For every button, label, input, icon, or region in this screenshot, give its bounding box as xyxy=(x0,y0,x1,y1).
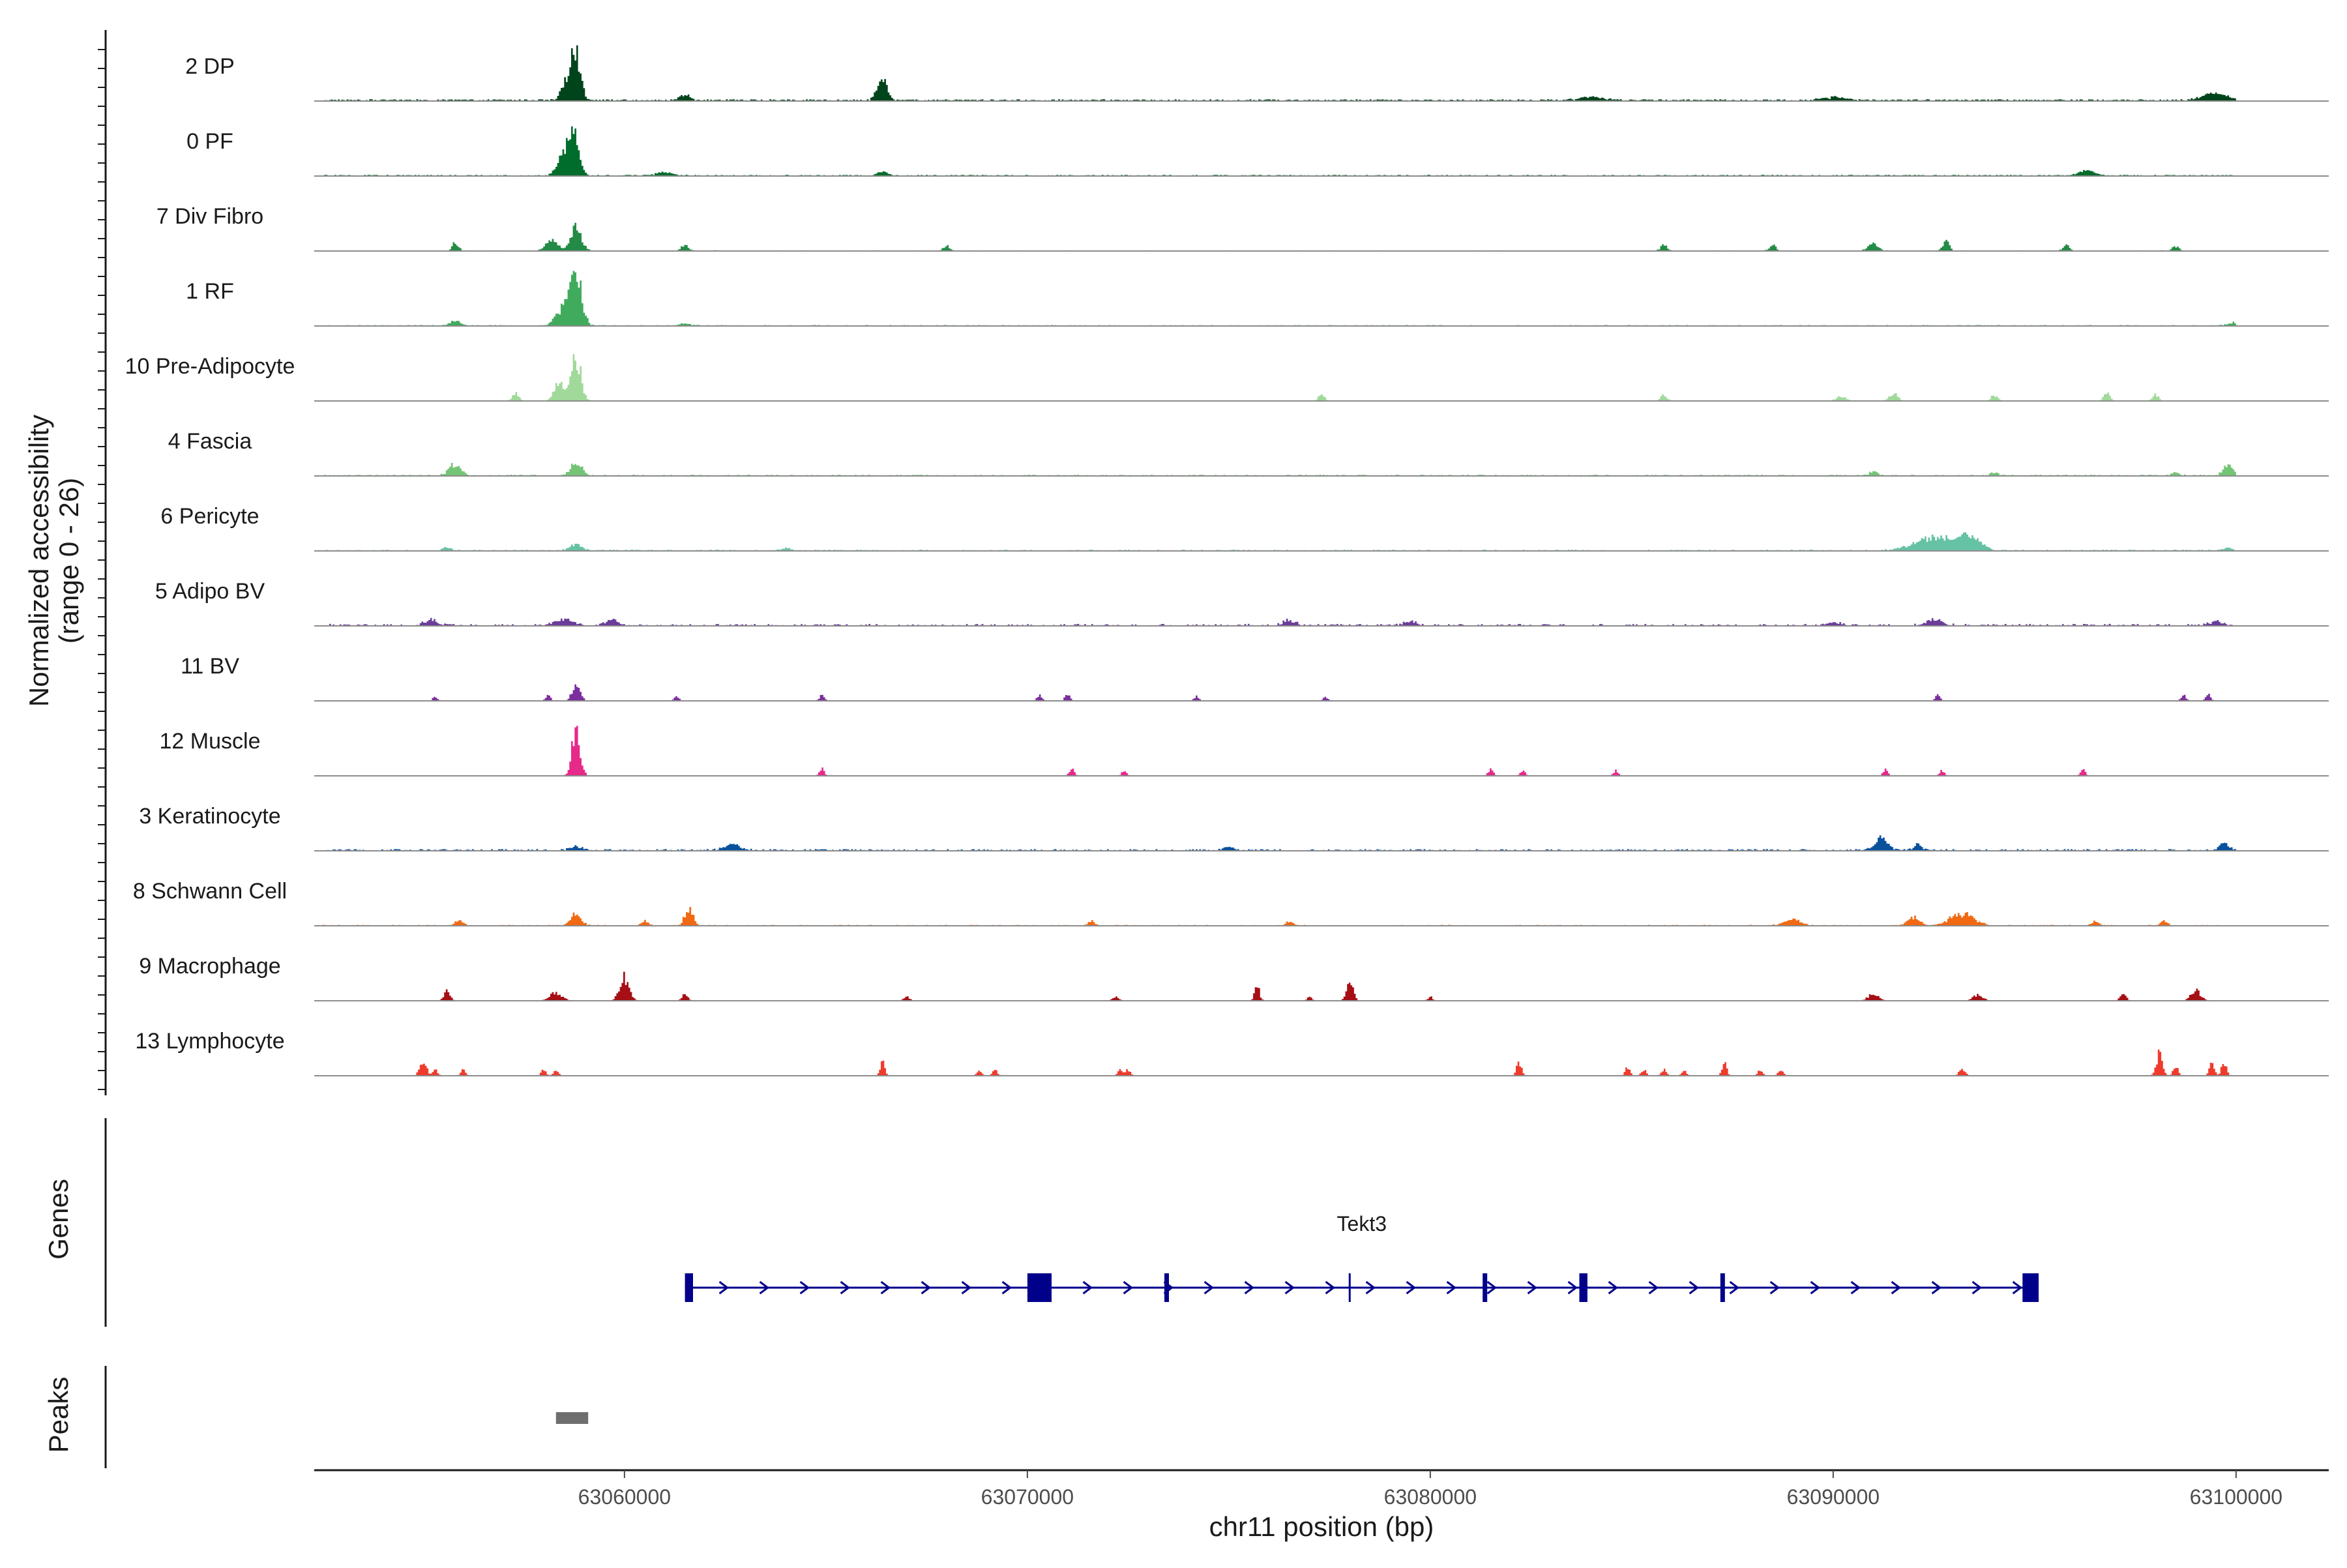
coverage-area xyxy=(322,354,2236,401)
exon xyxy=(1164,1273,1169,1302)
track-label: 13 Lymphocyte xyxy=(135,1029,284,1054)
track-9-macrophage: 9 Macrophage xyxy=(139,954,2329,1001)
track-label: 4 Fascia xyxy=(168,429,252,454)
y-axis xyxy=(98,30,107,1468)
peak-annotation xyxy=(555,1412,589,1424)
strand-arrow xyxy=(759,1280,770,1295)
exon xyxy=(685,1273,693,1302)
track-4-fascia: 4 Fascia xyxy=(168,429,2329,477)
exon xyxy=(1579,1273,1587,1302)
strand-arrow xyxy=(840,1280,851,1295)
strand-arrow xyxy=(2012,1280,2023,1295)
strand-arrow xyxy=(1608,1280,1619,1295)
track-label: 7 Div Fibro xyxy=(156,204,263,229)
y-axis-title-line2: (range 0 - 26) xyxy=(53,478,84,643)
track-label: 5 Adipo BV xyxy=(155,579,265,604)
track-11-bv: 11 BV xyxy=(181,654,2329,702)
strand-arrow xyxy=(1689,1280,1700,1295)
strand-arrow xyxy=(1123,1280,1134,1295)
x-tick-label: 63090000 xyxy=(1787,1485,1880,1509)
x-tick-label: 63060000 xyxy=(578,1485,671,1509)
strand-arrow xyxy=(1365,1280,1376,1295)
gene-annotation: Tekt3 xyxy=(685,1212,2039,1302)
track-10-pre-adipocyte: 10 Pre-Adipocyte xyxy=(125,354,2329,402)
peaks-panel-title: Peaks xyxy=(43,1377,74,1453)
strand-arrow xyxy=(1567,1280,1578,1295)
track-3-keratinocyte: 3 Keratinocyte xyxy=(139,804,2329,851)
strand-arrow xyxy=(1284,1280,1295,1295)
strand-arrow xyxy=(1648,1280,1659,1295)
track-label: 6 Pericyte xyxy=(160,504,259,529)
y-axis-title-line1: Normalized accessibility xyxy=(23,415,54,707)
track-2-dp: 2 DP xyxy=(185,45,2329,102)
strand-arrow xyxy=(1325,1280,1336,1295)
strand-arrow xyxy=(1810,1280,1821,1295)
strand-arrow xyxy=(1971,1280,1983,1295)
exon xyxy=(1483,1273,1488,1302)
strand-arrow xyxy=(1082,1280,1093,1295)
track-5-adipo-bv: 5 Adipo BV xyxy=(155,579,2329,627)
strand-arrow xyxy=(1486,1280,1498,1295)
track-13-lymphocyte: 13 Lymphocyte xyxy=(135,1029,2329,1076)
strand-arrow xyxy=(1931,1280,1942,1295)
strand-arrow xyxy=(1203,1280,1215,1295)
genes-panel-title: Genes xyxy=(43,1179,74,1260)
track-label: 8 Schwann Cell xyxy=(133,879,287,904)
track-6-pericyte: 6 Pericyte xyxy=(160,504,2329,552)
x-tick-label: 63070000 xyxy=(981,1485,1074,1509)
exon xyxy=(1720,1273,1725,1302)
strand-arrow xyxy=(1769,1280,1780,1295)
track-label: 0 PF xyxy=(186,129,233,154)
track-label: 12 Muscle xyxy=(160,729,261,754)
track-7-div-fibro: 7 Div Fibro xyxy=(156,204,2329,252)
strand-arrow xyxy=(961,1280,972,1295)
track-12-muscle: 12 Muscle xyxy=(160,726,2329,777)
strand-arrow xyxy=(1406,1280,1417,1295)
strand-arrow xyxy=(1729,1280,1740,1295)
coverage-tracks: 2 DP 0 PF 7 Div Fibro 1 RF 10 Pre-Adipocyte 4… xyxy=(125,45,2329,1076)
strand-arrow xyxy=(1891,1280,1902,1295)
strand-arrow xyxy=(921,1280,932,1295)
x-axis: 63060000 63070000 63080000 63090000 63100000 xyxy=(314,1469,2329,1509)
x-axis-title: chr11 position (bp) xyxy=(1209,1511,1434,1542)
track-label: 2 DP xyxy=(185,54,235,79)
strand-arrow xyxy=(1001,1280,1012,1295)
gene-name-label: Tekt3 xyxy=(1337,1212,1387,1235)
strand-arrow xyxy=(880,1280,891,1295)
track-1-rf: 1 RF xyxy=(186,271,2329,327)
track-label: 1 RF xyxy=(186,279,234,304)
track-0-pf: 0 PF xyxy=(186,126,2329,177)
gene-tekt3: Tekt3 xyxy=(685,1212,2039,1302)
exon xyxy=(1027,1273,1052,1302)
peak-region xyxy=(555,1412,589,1424)
strand-arrow xyxy=(718,1280,730,1295)
strand-arrow xyxy=(799,1280,810,1295)
track-label: 10 Pre-Adipocyte xyxy=(125,354,295,379)
x-tick-label: 63080000 xyxy=(1384,1485,1477,1509)
track-label: 11 BV xyxy=(181,654,239,679)
x-tick-label: 63100000 xyxy=(2190,1485,2282,1509)
strand-arrow xyxy=(1850,1280,1861,1295)
track-label: 3 Keratinocyte xyxy=(139,804,280,829)
exon xyxy=(2022,1273,2039,1302)
strand-arrow xyxy=(1244,1280,1255,1295)
strand-arrow xyxy=(1527,1280,1538,1295)
track-8-schwann-cell: 8 Schwann Cell xyxy=(133,879,2329,926)
track-label: 9 Macrophage xyxy=(139,954,280,979)
strand-arrow xyxy=(1446,1280,1457,1295)
